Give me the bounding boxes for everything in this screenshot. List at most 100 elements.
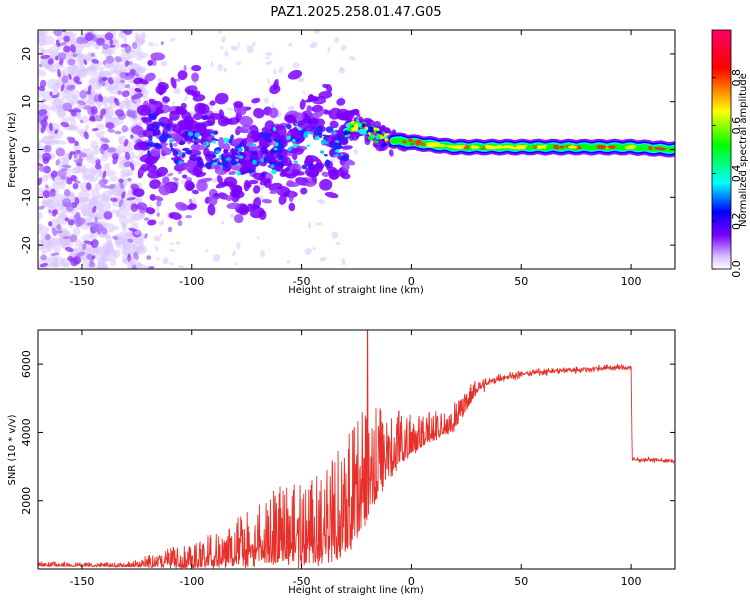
spectrogram-cell (82, 243, 87, 251)
x-tick-label: -150 (69, 275, 94, 288)
spectrogram-cell (131, 125, 144, 135)
spectrogram-cell (170, 147, 175, 152)
spectrogram-cell (63, 45, 71, 53)
colorbar-tick-label: 0.0 (730, 260, 743, 278)
spectrogram-cell (50, 203, 64, 211)
spectrogram-cell (133, 141, 147, 151)
spectrogram-cell (109, 258, 117, 267)
spectrogram-cell (73, 75, 80, 83)
spectrogram-cell (157, 81, 169, 91)
spectrogram-cell (212, 254, 221, 262)
spectrogram-cell (265, 60, 273, 65)
spectrogram-cell (221, 36, 226, 43)
spectrogram-cell (55, 230, 63, 234)
spectrogram-cell (39, 262, 49, 268)
spectrogram-cell (40, 254, 48, 261)
spectrogram-cell (211, 140, 217, 144)
spectrogram-cell (115, 207, 130, 218)
spectrogram-cell (62, 102, 73, 112)
spectrogram-cell (178, 160, 183, 165)
spectrogram-cell (265, 52, 273, 56)
spectrogram-cell (353, 149, 359, 155)
spectrogram-cell (181, 152, 186, 158)
spectrogram-cell (609, 145, 616, 149)
spectrogram-cell (325, 126, 334, 133)
spectrogram-cell (61, 178, 68, 185)
spectrogram-cell (191, 189, 199, 195)
spectrogram-cell (102, 241, 115, 253)
spectrogram-cell (132, 204, 143, 210)
spectrogram-cell (233, 101, 244, 109)
spectrogram-cell (193, 113, 203, 121)
spectrogram-cell (124, 75, 135, 81)
spectrogram-cell (48, 221, 53, 227)
spectrogram-cell (553, 144, 560, 150)
spectrogram-cell (61, 75, 69, 84)
snr-series-line (38, 330, 675, 569)
spectrogram-cell (56, 224, 62, 231)
spectrogram-cell (629, 145, 636, 149)
spectrogram-cell (408, 139, 412, 142)
spectrogram-cell (205, 154, 213, 157)
spectrogram-cell (88, 117, 97, 122)
spectrogram-cell (286, 135, 292, 140)
spectrogram-cell (93, 94, 99, 103)
spectrogram-cell (371, 132, 377, 135)
spectrogram-cell (340, 172, 346, 178)
spectrogram-cell (38, 205, 45, 210)
spectrogram-cell (211, 138, 219, 142)
spectrogram-cell (40, 119, 48, 128)
spectrogram-cell (112, 235, 119, 240)
spectrogram-cell (154, 245, 159, 252)
spectrogram-cell (117, 90, 123, 95)
spectrogram-cell (67, 219, 75, 226)
spectrogram-cell (318, 90, 333, 99)
spectrogram-cell (207, 115, 216, 126)
spectrogram-cell (114, 109, 125, 117)
spectrogram-cell (386, 139, 391, 143)
spectrogram-cell (224, 50, 229, 57)
spectrogram-cell (159, 232, 163, 238)
spectrogram-cell (148, 42, 155, 47)
spectrogram-cell (226, 107, 234, 111)
spectrogram-cell (261, 198, 272, 204)
spectrogram-cell (48, 237, 57, 248)
spectrogram-cell (121, 191, 126, 200)
spectrogram-cell (182, 174, 188, 179)
spectrogram-cell (148, 113, 158, 121)
spectrogram-cell (98, 93, 102, 99)
spectrogram-cell (187, 203, 197, 211)
colorbar-tick-label: 0.2 (730, 212, 743, 230)
spectrogram-cell (48, 122, 53, 132)
spectrogram-cell (381, 133, 384, 137)
spectrogram-cell (197, 177, 213, 183)
spectrogram-cell (542, 145, 547, 150)
spectrogram-cell (344, 134, 351, 138)
spectrogram-cell (302, 155, 305, 158)
x-tick-label: 0 (408, 575, 415, 588)
spectrogram-cell (91, 59, 99, 64)
spectrogram-cell (90, 52, 96, 57)
spectrogram-cell (155, 257, 160, 260)
spectrogram-cell (90, 239, 99, 248)
spectrogram-cell (102, 179, 108, 185)
spectrogram-cell (207, 203, 216, 216)
x-tick-label: 0 (408, 275, 415, 288)
spectrogram-cell (205, 248, 209, 253)
spectrogram-cell (114, 97, 120, 107)
spectrogram-cell (340, 153, 343, 156)
spectrogram-cell (144, 155, 159, 166)
spectrogram-cell (114, 130, 122, 135)
spectrogram-cell (311, 104, 324, 113)
spectrogram-cell (200, 138, 204, 145)
spectrogram-cell (127, 177, 132, 182)
y-tick-label: 4000 (20, 418, 33, 446)
spectrogram-cell (43, 115, 48, 122)
spectrogram-cell (53, 209, 59, 215)
spectrogram-cell (137, 196, 143, 205)
spectrogram-cell (67, 58, 76, 66)
spectrogram-cell (309, 44, 314, 48)
spectrogram-cell (136, 104, 152, 116)
spectrogram-cell (77, 59, 83, 68)
spectrogram-cell (230, 45, 239, 51)
